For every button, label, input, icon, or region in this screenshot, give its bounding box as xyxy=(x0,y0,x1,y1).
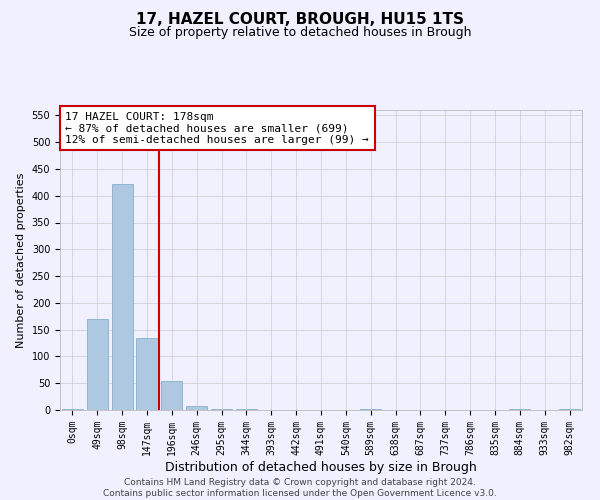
Bar xyxy=(112,184,133,410)
Bar xyxy=(236,409,257,410)
Text: 17, HAZEL COURT, BROUGH, HU15 1TS: 17, HAZEL COURT, BROUGH, HU15 1TS xyxy=(136,12,464,28)
Bar xyxy=(509,409,530,410)
Text: Contains HM Land Registry data © Crown copyright and database right 2024.
Contai: Contains HM Land Registry data © Crown c… xyxy=(103,478,497,498)
Bar xyxy=(62,409,83,410)
Bar xyxy=(360,409,381,410)
Y-axis label: Number of detached properties: Number of detached properties xyxy=(16,172,26,348)
Bar xyxy=(161,380,182,410)
Bar xyxy=(136,338,158,410)
Bar xyxy=(87,319,108,410)
Text: Size of property relative to detached houses in Brough: Size of property relative to detached ho… xyxy=(129,26,471,39)
Bar xyxy=(186,406,207,410)
X-axis label: Distribution of detached houses by size in Brough: Distribution of detached houses by size … xyxy=(165,460,477,473)
Text: 17 HAZEL COURT: 178sqm
← 87% of detached houses are smaller (699)
12% of semi-de: 17 HAZEL COURT: 178sqm ← 87% of detached… xyxy=(65,112,369,144)
